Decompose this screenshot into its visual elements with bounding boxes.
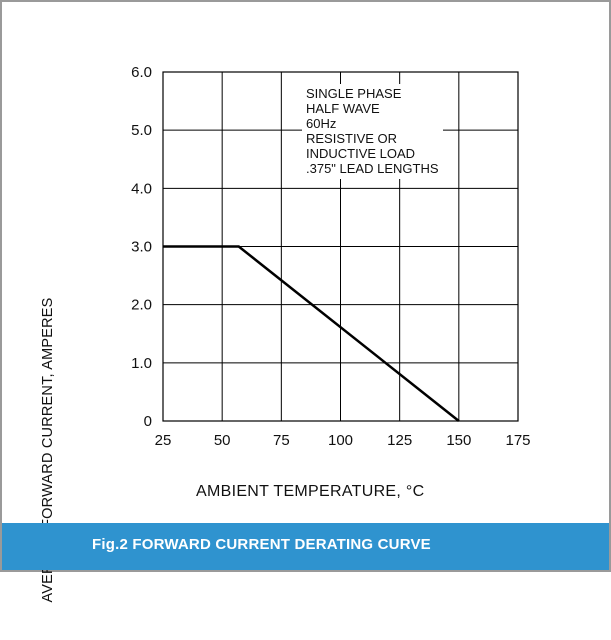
annotation-line: SINGLE PHASE bbox=[306, 86, 402, 101]
y-tick-label: 5.0 bbox=[131, 122, 152, 139]
derating-chart: 25 50 75 100 125 150 175 0 1.0 2.0 3.0 4.0 5.0 6.0 bbox=[131, 64, 530, 449]
x-tick-label: 175 bbox=[505, 432, 530, 449]
annotation-line: HALF WAVE bbox=[306, 101, 380, 116]
y-tick-label: 1.0 bbox=[131, 355, 152, 372]
x-tick-label: 75 bbox=[273, 432, 290, 449]
y-tick-label: 0 bbox=[144, 413, 152, 430]
x-tick-label: 100 bbox=[328, 432, 353, 449]
annotation-line: .375" LEAD LENGTHS bbox=[306, 161, 439, 176]
y-tick-label: 2.0 bbox=[131, 297, 152, 314]
y-tick-label: 3.0 bbox=[131, 239, 152, 256]
y-tick-label: 6.0 bbox=[131, 64, 152, 81]
x-tick-label: 125 bbox=[387, 432, 412, 449]
figure-caption: Fig.2 FORWARD CURRENT DERATING CURVE bbox=[92, 536, 431, 553]
x-tick-label: 150 bbox=[446, 432, 471, 449]
y-axis-label: AVERAGE FORWARD CURRENT, AMPERES bbox=[40, 297, 56, 603]
x-tick-label: 50 bbox=[214, 432, 231, 449]
derating-curve bbox=[163, 245, 460, 422]
annotation-line: INDUCTIVE LOAD bbox=[306, 146, 416, 161]
figure-caption-bar: Fig.2 FORWARD CURRENT DERATING CURVE bbox=[2, 523, 609, 570]
x-axis-label: AMBIENT TEMPERATURE, °C bbox=[196, 483, 425, 500]
x-tick-label: 25 bbox=[155, 432, 172, 449]
chart-annotation: SINGLE PHASE HALF WAVE 60Hz RESISTIVE OR… bbox=[302, 84, 443, 179]
annotation-line: RESISTIVE OR bbox=[306, 131, 398, 146]
annotation-line: 60Hz bbox=[306, 116, 337, 131]
y-tick-label: 4.0 bbox=[131, 180, 152, 197]
